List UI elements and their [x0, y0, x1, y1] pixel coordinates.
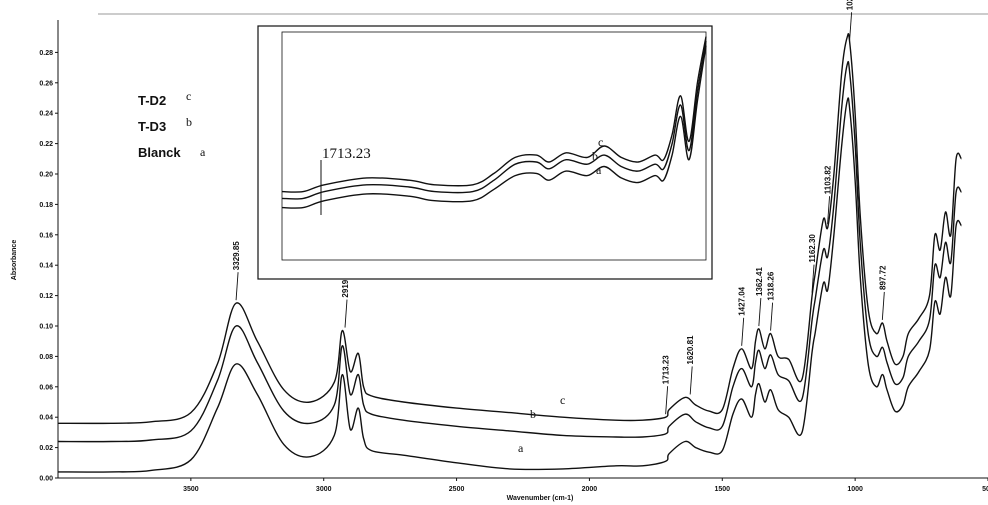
y-tick-label: 0.00 [39, 476, 53, 483]
inset-spectra [281, 36, 707, 209]
annotation-label: 1362.41 [755, 267, 764, 296]
inset-spectrum-a [281, 45, 707, 209]
annotation-label: 3329.85 [232, 241, 241, 270]
inset-spectrum-c [281, 36, 707, 193]
y-tick-label: 0.04 [39, 415, 53, 422]
y-tick-label: 0.18 [39, 202, 53, 209]
spectrum-a [57, 97, 963, 473]
inset-plot-area [281, 31, 707, 261]
y-tick-label: 0.12 [39, 293, 53, 300]
y-tick-label: 0.26 [39, 80, 53, 87]
x-tick-label: 3000 [316, 486, 332, 493]
y-tick-label: 0.20 [39, 172, 53, 179]
x-tick-label: 500 [982, 486, 988, 493]
legend-letter-a: a [200, 145, 206, 159]
x-axis-label: Wavenumber (cm-1) [507, 495, 574, 502]
annotation-leader [689, 366, 693, 395]
spectrum-c [57, 33, 963, 425]
y-tick-label: 0.28 [39, 50, 53, 57]
annotation-label: 1103.82 [824, 165, 833, 194]
inset-plot: 1713.23 c b a [257, 25, 713, 280]
y-tick-label: 0.14 [39, 263, 53, 270]
legend-name-c: T-D2 [138, 93, 166, 108]
main-letter-a: a [518, 441, 524, 455]
annotation-label: 2919.88 [341, 268, 350, 297]
annotation-label: 1713.23 [662, 355, 671, 384]
annotation-label: 1318.26 [767, 271, 776, 300]
annotation-leader [344, 299, 348, 328]
y-tick-label: 0.06 [39, 384, 53, 391]
main-letter-b: b [530, 407, 536, 421]
spectrum-b [57, 60, 963, 443]
inset-spectrum-b [281, 40, 707, 200]
x-tick-label: 1000 [847, 486, 863, 493]
legend-name-a: Blanck [138, 145, 181, 160]
y-tick-label: 0.10 [39, 324, 53, 331]
annotation-leader [665, 386, 669, 415]
inset-letter-a: a [596, 163, 602, 177]
annotation-label: 1620.81 [686, 335, 695, 364]
annotation-leader [758, 298, 762, 327]
annotation-label: 1162.30 [808, 234, 817, 263]
y-tick-label: 0.24 [39, 111, 53, 118]
inset-letter-b: b [592, 149, 598, 163]
legend-letter-b: b [186, 115, 192, 129]
annotation-label: 1427.04 [738, 286, 747, 315]
main-letter-c: c [560, 393, 565, 407]
y-tick-label: 0.22 [39, 141, 53, 148]
x-tick-label: 3500 [183, 486, 199, 493]
x-tick-label: 2000 [582, 486, 598, 493]
y-tick-label: 0.16 [39, 232, 53, 239]
annotation-leader [811, 264, 815, 293]
x-ticks: 3500 3000 2500 2000 1500 1000 500 [183, 478, 988, 493]
legend-letter-c: c [186, 89, 191, 103]
inset-letter-c: c [598, 135, 603, 149]
spectra [57, 33, 963, 473]
annotation-leader [770, 302, 774, 331]
y-axis-label: Absorbance [11, 240, 18, 281]
legend-name-b: T-D3 [138, 119, 166, 134]
y-tick-label: 0.08 [39, 354, 53, 361]
annotation-leader [881, 291, 885, 320]
annotation-label: 1020.83 [846, 0, 855, 10]
annotation-leader [741, 317, 745, 346]
x-tick-label: 2500 [449, 486, 465, 493]
legend: T-D2 c T-D3 b Blanck a [138, 89, 206, 160]
annotation-leader [827, 196, 831, 225]
y-ticks: 0.00 0.02 0.04 0.06 0.08 0.10 0.12 0.14 0.16 0.18… [39, 50, 58, 483]
annotation-label: 897.72 [878, 265, 887, 290]
annotation-leader [849, 12, 853, 41]
inset-annotation-label: 1713.23 [322, 146, 371, 162]
annotation-leader [235, 272, 239, 301]
x-tick-label: 1500 [714, 486, 730, 493]
y-tick-label: 0.02 [39, 445, 53, 452]
peak-annotations: 3329.85 2919.88 1713.23 1620.81 1427.04 1362.… [232, 0, 887, 415]
inset-frame [257, 25, 713, 280]
